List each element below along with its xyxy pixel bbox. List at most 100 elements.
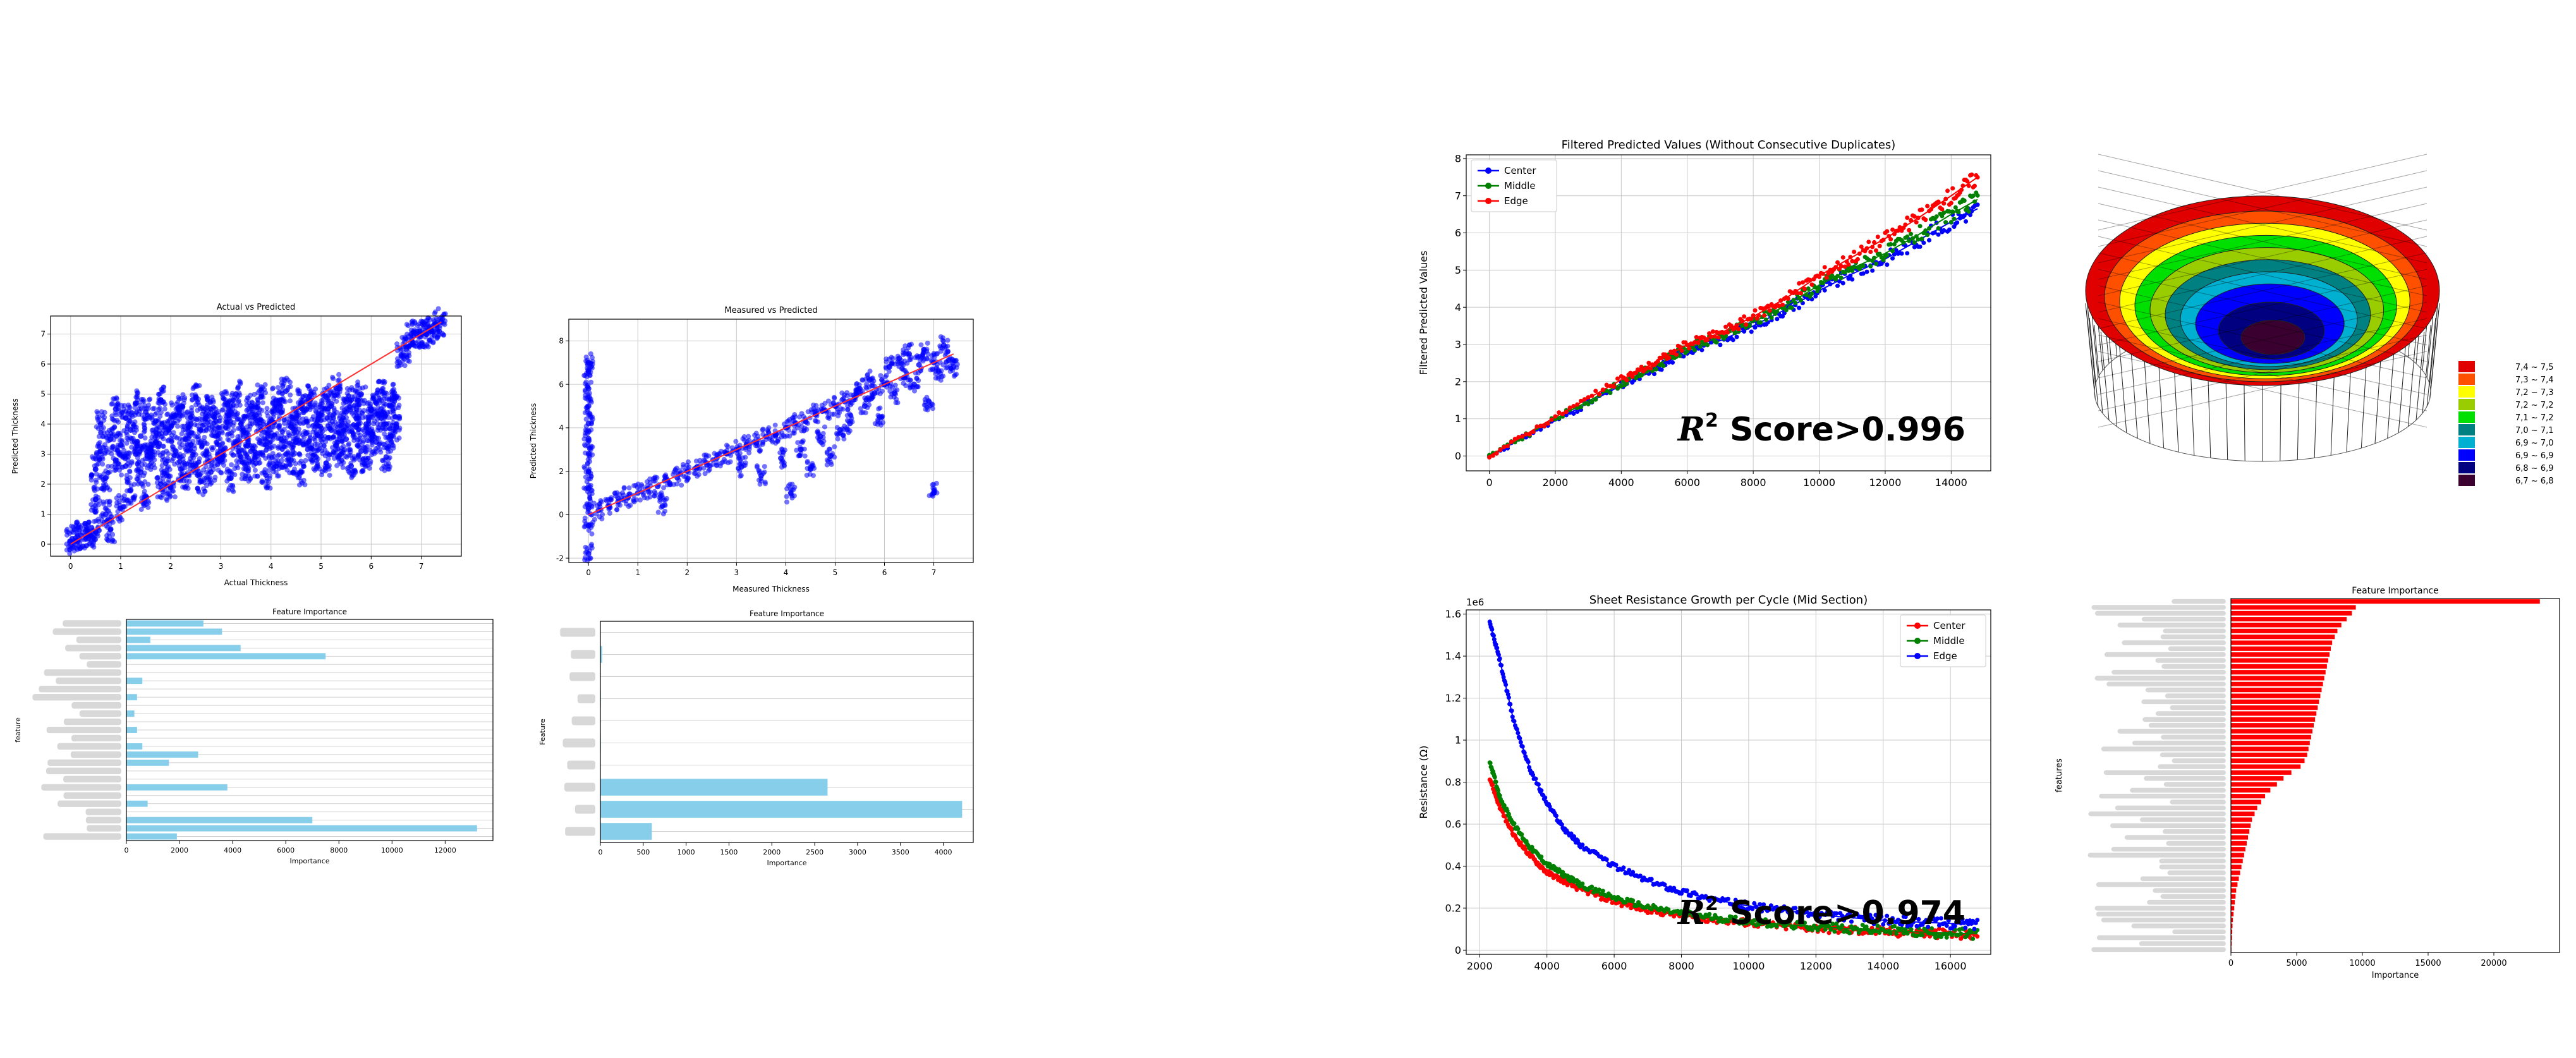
- scatter-point: [149, 449, 155, 455]
- series-marker: [1910, 236, 1915, 241]
- scatter-point: [313, 454, 319, 460]
- scatter-point: [661, 485, 667, 490]
- scatter-point: [336, 456, 341, 461]
- scatter-point: [637, 497, 643, 503]
- scatter-point: [128, 427, 134, 433]
- scatter-point: [844, 425, 849, 430]
- scatter-point: [334, 446, 340, 452]
- scatter-point: [89, 525, 95, 531]
- series-marker: [1848, 273, 1853, 278]
- series-marker: [1966, 209, 1971, 214]
- scatter-point: [296, 482, 302, 488]
- scatter-point: [109, 451, 114, 457]
- scatter-point: [334, 398, 339, 404]
- scatter-point: [391, 411, 396, 417]
- scatter-point: [597, 502, 602, 508]
- scatter-point: [363, 457, 369, 463]
- scatter-point: [585, 523, 592, 529]
- scatter-point: [333, 392, 339, 398]
- scatter-point: [784, 499, 790, 505]
- scatter-point: [115, 401, 121, 407]
- series-marker: [1804, 293, 1809, 298]
- series-marker: [1608, 391, 1613, 396]
- scatter-point: [171, 489, 176, 494]
- scatter-point: [99, 513, 104, 518]
- scatter-point: [285, 449, 291, 455]
- scatter-point: [97, 421, 104, 427]
- scatter-point: [229, 398, 235, 404]
- scatter-point: [406, 358, 412, 364]
- scatter-point: [73, 523, 79, 529]
- scatter-point: [275, 401, 281, 407]
- scatter-point: [193, 382, 199, 387]
- scatter-point: [172, 494, 178, 500]
- scatter-point: [69, 529, 75, 535]
- obscured-feature-name: [43, 833, 121, 840]
- series-marker: [1852, 265, 1857, 270]
- scatter-point: [229, 430, 234, 435]
- scatter-point: [840, 406, 846, 412]
- scatter-point: [185, 447, 190, 453]
- scatter-point: [440, 332, 446, 338]
- scatter-point: [377, 379, 382, 384]
- scatter-point: [180, 392, 186, 398]
- series-marker: [1916, 237, 1921, 242]
- bar: [600, 801, 963, 818]
- series-marker: [1619, 384, 1624, 389]
- series-marker: [1921, 240, 1926, 245]
- scatter-point: [256, 456, 262, 462]
- series-marker: [1780, 314, 1785, 319]
- scatter-point: [920, 353, 926, 358]
- scatter-point: [169, 400, 174, 406]
- scatter-point: [195, 486, 200, 492]
- scatter-point: [339, 405, 345, 411]
- scatter-point: [236, 398, 241, 404]
- y-tick-label: 2: [559, 467, 564, 476]
- scatter-point: [582, 515, 588, 521]
- scatter-point: [94, 424, 99, 430]
- scatter-point: [276, 444, 281, 449]
- scatter-point: [276, 473, 282, 478]
- scatter-point: [142, 435, 148, 441]
- x-tick-label: 6: [882, 568, 887, 577]
- scatter-point: [644, 479, 650, 485]
- scatter-point: [896, 355, 902, 362]
- series-marker: [1487, 455, 1492, 460]
- scatter-point: [702, 471, 708, 477]
- scatter-point: [233, 403, 239, 409]
- scatter-point: [325, 435, 331, 441]
- scatter-point: [804, 427, 810, 432]
- scatter-point: [347, 470, 353, 476]
- scatter-point: [693, 458, 699, 464]
- scatter-point: [863, 397, 869, 403]
- scatter-point: [848, 392, 854, 398]
- scatter-point: [157, 397, 164, 403]
- fit-line: [70, 321, 442, 545]
- scatter-point: [404, 331, 410, 337]
- series-marker: [1653, 367, 1658, 372]
- series-marker: [1813, 285, 1818, 290]
- obscured-feature-name: [571, 650, 595, 659]
- scatter-point: [589, 531, 595, 537]
- scatter-point: [255, 404, 261, 410]
- scatter-point: [835, 413, 841, 418]
- obscured-feature-name: [57, 743, 121, 750]
- scatter-point: [157, 413, 163, 419]
- series-marker: [1972, 199, 1977, 204]
- series-marker: [1936, 232, 1941, 237]
- series-marker: [1490, 453, 1495, 458]
- scatter-point: [331, 449, 337, 454]
- scatter-point: [787, 490, 794, 496]
- scatter-point: [652, 493, 657, 499]
- scatter-point: [329, 392, 335, 398]
- scatter-point: [73, 545, 79, 551]
- scatter-point: [267, 439, 272, 445]
- scatter-point: [99, 425, 104, 431]
- scatter-point: [435, 306, 441, 312]
- scatter-point: [245, 444, 251, 449]
- scatter-point: [138, 469, 144, 475]
- scatter-point: [188, 442, 194, 448]
- series-marker: [1962, 213, 1967, 218]
- scatter-point: [737, 468, 743, 474]
- scatter-point: [396, 435, 402, 441]
